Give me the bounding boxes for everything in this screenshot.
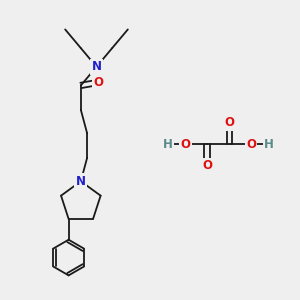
Text: O: O [94,76,104,89]
Text: O: O [181,138,191,151]
Text: O: O [225,116,235,129]
Text: N: N [76,175,86,188]
Text: H: H [264,138,274,151]
Text: O: O [246,138,256,151]
Text: N: N [92,60,101,73]
Text: O: O [202,159,212,172]
Text: H: H [163,138,173,151]
